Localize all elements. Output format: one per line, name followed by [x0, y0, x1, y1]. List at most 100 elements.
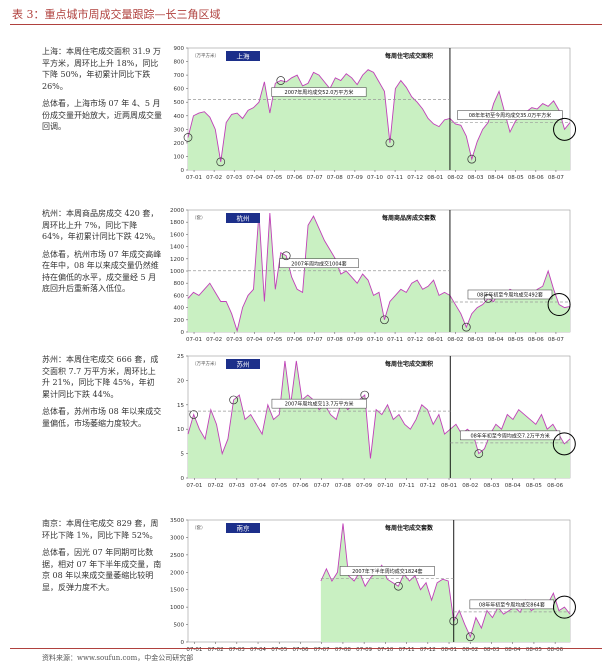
unit-label: （套）: [192, 524, 206, 531]
x-tick-label: 08-03: [468, 337, 484, 343]
y-tick-label: 0: [181, 330, 185, 336]
x-tick-label: 07-03: [226, 337, 242, 343]
x-tick-label: 07-03: [226, 175, 242, 181]
x-tick-label: 08-04: [488, 337, 504, 343]
y-tick-label: 20: [177, 378, 184, 384]
desc-paragraph: 南京：本周住宅成交 829 套，周环比下降 1%，同比下降 52%。: [42, 519, 159, 540]
latest-week-highlight: [552, 432, 576, 456]
y-tick-label: 800: [174, 281, 185, 287]
point-marker: [276, 76, 286, 85]
average-callout-box: [339, 566, 435, 576]
x-tick-label: 07-09: [356, 483, 372, 489]
x-tick-label: 07-08: [335, 647, 351, 653]
y-tick-label: 1000: [170, 605, 184, 611]
description-nanjing: 南京：本周住宅成交 829 套，周环比下降 1%，同比下降 52%。 总体看，因…: [42, 518, 162, 599]
x-tick-label: 07-10: [377, 483, 393, 489]
x-tick-label: 08-05: [526, 483, 542, 489]
city-name: 上海: [237, 52, 251, 61]
chart-title: 每周住宅成交套数: [384, 524, 434, 532]
y-tick-label: 700: [174, 73, 185, 79]
x-tick-label: 07-12: [407, 337, 423, 343]
description-shanghai: 上海：本周住宅成交面积 31.9 万平方米，周环比上升 18%，同比下降 50%…: [42, 46, 162, 139]
point-marker: [449, 616, 459, 626]
average-callout-box: [457, 110, 563, 120]
description-suzhou: 苏州：本周住宅成交 666 套，成交面积 7.7 万平方米，周环比上升 21%，…: [42, 354, 162, 435]
y-tick-label: 1000: [170, 269, 184, 275]
x-tick-label: 07-10: [367, 337, 383, 343]
x-tick-label: 07-07: [314, 483, 330, 489]
x-tick-label: 07-04: [246, 175, 262, 181]
y-tick-label: 500: [174, 623, 185, 629]
x-tick-label: 08-07: [548, 175, 564, 181]
point-marker: [467, 154, 477, 164]
y-tick-label: 0: [181, 168, 185, 174]
x-tick-label: 07-01: [186, 175, 202, 181]
x-tick-label: 08-06: [547, 483, 563, 489]
y-tick-label: 5: [181, 452, 185, 458]
y-tick-label: 400: [174, 306, 185, 312]
page-title: 表 3：重点城市周成交量跟踪—长三角区域: [12, 8, 221, 21]
x-tick-label: 07-06: [292, 483, 308, 489]
x-tick-label: 08-02: [462, 483, 478, 489]
x-tick-label: 08-02: [447, 175, 463, 181]
average-callout-text: 2007年周均成交52.0万平方米: [285, 89, 354, 96]
desc-paragraph: 上海：本周住宅成交面积 31.9 万平方米，周环比上升 18%，同比下降 50%…: [42, 47, 161, 91]
y-tick-label: 1200: [170, 257, 184, 263]
x-tick-label: 07-04: [246, 337, 262, 343]
x-tick-label: 07-01: [186, 647, 202, 653]
y-tick-label: 900: [174, 46, 185, 52]
point-marker: [461, 322, 471, 332]
x-tick-label: 08-01: [427, 337, 443, 343]
y-tick-label: 100: [174, 154, 185, 160]
y-tick-label: 3000: [170, 535, 184, 541]
x-tick-label: 08-04: [488, 175, 504, 181]
series-line: [187, 360, 571, 459]
city-badge: [226, 359, 260, 369]
point-marker: [183, 133, 193, 142]
x-tick-label: 08-01: [441, 647, 457, 653]
y-tick-label: 25: [177, 354, 184, 360]
y-tick-label: 0: [181, 640, 185, 646]
footer-divider: [10, 648, 602, 649]
average-callout-box: [467, 289, 553, 300]
x-tick-label: 07-09: [356, 647, 372, 653]
x-tick-label: 07-11: [399, 647, 415, 653]
x-tick-label: 07-05: [271, 647, 287, 653]
point-marker: [229, 395, 238, 405]
unit-label: （万平方米）: [192, 52, 219, 59]
city-badge: [226, 51, 260, 61]
x-tick-label: 07-01: [186, 483, 202, 489]
x-tick-label: 07-05: [266, 337, 282, 343]
x-tick-label: 08-05: [526, 647, 542, 653]
x-tick-label: 08-06: [528, 337, 544, 343]
average-callout-box: [271, 87, 367, 97]
average-callout-box: [460, 430, 561, 441]
desc-paragraph: 苏州：本周住宅成交 666 套，成交面积 7.7 万平方米，周环比上升 21%，…: [42, 355, 159, 399]
x-tick-label: 07-11: [387, 175, 403, 181]
x-tick-label: 07-07: [307, 337, 323, 343]
y-tick-label: 1400: [170, 245, 184, 251]
source-note: 资料来源：www.soufun.com，中金公司研究部: [42, 654, 194, 662]
point-marker: [474, 449, 484, 458]
x-tick-label: 08-04: [505, 647, 521, 653]
point-marker: [394, 581, 403, 591]
x-tick-label: 07-11: [399, 483, 415, 489]
x-tick-label: 08-05: [508, 337, 524, 343]
desc-paragraph: 杭州：本周商品房成交 420 套，周环比上升 7%，同比下降 64%，年初累计同…: [42, 209, 161, 241]
x-tick-label: 07-11: [387, 337, 403, 343]
desc-paragraph: 总体看，苏州市场 08 年以来成交量偏低，市场萎缩力度较大。: [42, 407, 162, 428]
x-tick-label: 07-05: [266, 175, 282, 181]
average-callout-box: [279, 258, 359, 269]
x-tick-label: 08-07: [548, 337, 564, 343]
y-tick-label: 2500: [170, 553, 184, 559]
point-marker: [281, 251, 291, 261]
y-tick-label: 10: [177, 427, 184, 433]
average-callout-text: 08年年初至今周均成交35.0万平方米: [469, 112, 552, 119]
y-tick-label: 1600: [170, 232, 184, 238]
average-callout-text: 2007年下半年周均成交1824套: [352, 568, 422, 575]
x-tick-label: 08-03: [468, 175, 484, 181]
y-tick-label: 1500: [170, 588, 184, 594]
y-tick-label: 600: [174, 293, 185, 299]
y-tick-label: 200: [174, 141, 185, 147]
desc-paragraph: 总体看，因光 07 年同期可比数据，相对 07 年下半年成交量，南京 08 年以…: [42, 548, 162, 592]
